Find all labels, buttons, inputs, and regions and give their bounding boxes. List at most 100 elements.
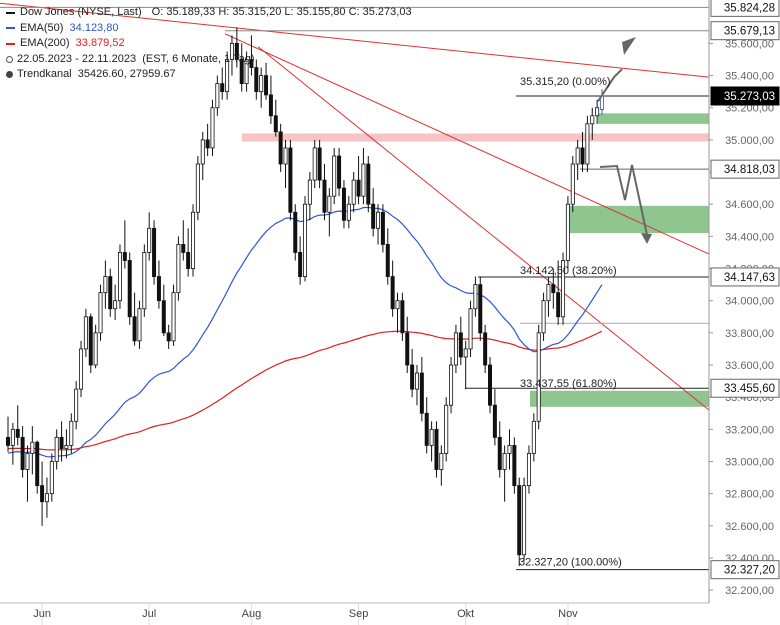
- candle-down: [205, 139, 210, 149]
- price-label-box: [710, 159, 780, 179]
- ema200-swatch: [6, 42, 15, 45]
- x-tick-label: Nov: [558, 608, 578, 620]
- y-tick-label: 32.200,00: [725, 585, 774, 597]
- y-tick-label: 32.600,00: [725, 521, 774, 533]
- candle-down: [6, 436, 11, 446]
- candle-up: [449, 364, 454, 406]
- trend-lines: [0, 2, 710, 411]
- clock-icon: [6, 55, 13, 63]
- candle-up: [395, 300, 400, 310]
- candle-up: [142, 252, 147, 310]
- candle-down: [478, 284, 483, 334]
- candle-up: [453, 332, 458, 366]
- legend-row-ema200: EMA(200) 33.879,52: [6, 36, 412, 52]
- candle-down: [380, 211, 385, 245]
- candle-down: [419, 372, 424, 414]
- candle-up: [531, 420, 536, 454]
- y-tick-label: 35.400,00: [725, 71, 774, 83]
- y-tick-label: 33.000,00: [725, 456, 774, 468]
- candle-up: [307, 179, 312, 205]
- candle-up: [229, 43, 234, 60]
- candle-up: [191, 211, 196, 269]
- candle-up: [98, 292, 103, 334]
- candle-down: [239, 59, 244, 85]
- y-tick-label: 34.400,00: [725, 231, 774, 243]
- zones: [242, 113, 709, 407]
- candle-down: [390, 276, 395, 310]
- price-label-text: 33.455,60: [724, 383, 775, 395]
- range-info: (EST, 6 Monate, 1 Tag): [142, 52, 255, 65]
- candle-up: [507, 445, 512, 454]
- candle-down: [424, 412, 429, 446]
- trendline-steep: [257, 46, 710, 411]
- x-tick-label: Jul: [142, 608, 156, 620]
- ema200-path: [7, 330, 603, 451]
- support-zone-upper: [598, 113, 709, 124]
- candle-down: [556, 292, 561, 318]
- candle-up: [302, 203, 307, 277]
- candle-up: [595, 107, 600, 117]
- candle-down: [517, 485, 522, 556]
- legend-row-range: 22.05.2023 - 22.11.2023 (EST, 6 Monate, …: [6, 52, 412, 68]
- candle-down: [293, 211, 298, 253]
- price-label-text: 35.273,03: [724, 91, 775, 103]
- y-tick-label: 33.800,00: [725, 328, 774, 340]
- date-range: 22.05.2023 - 22.11.2023: [17, 52, 137, 65]
- instrument-swatch: [6, 11, 15, 14]
- candle-up: [225, 59, 230, 93]
- candle-down: [35, 441, 40, 487]
- candle-down: [551, 284, 556, 294]
- x-tick-label: Sep: [349, 608, 369, 620]
- price-label-text: 32.327,20: [724, 565, 775, 577]
- candle-down: [458, 332, 463, 358]
- ema200-value: 33.879,52: [75, 37, 125, 49]
- candle-down: [268, 94, 273, 117]
- candle-up: [312, 147, 317, 181]
- candle-up: [259, 75, 264, 93]
- candle-up: [113, 300, 118, 310]
- fib-label: 35.315,20 (0.00%): [520, 76, 611, 88]
- candle-up: [439, 453, 444, 470]
- candle-down: [512, 445, 517, 487]
- candle-down: [341, 187, 346, 221]
- candle-up: [283, 147, 288, 165]
- candle-down: [483, 332, 488, 366]
- candle-up: [429, 428, 434, 446]
- candle-up: [244, 59, 249, 85]
- candle-down: [161, 300, 166, 334]
- candle-up: [541, 300, 546, 334]
- candle-up: [444, 404, 449, 454]
- price-label-box: [710, 0, 780, 17]
- candle-down: [434, 428, 439, 470]
- projection-arrows: [597, 37, 652, 244]
- candle-up: [526, 453, 531, 487]
- candle-down: [497, 436, 502, 470]
- candle-down: [122, 252, 127, 261]
- candle-up: [414, 372, 419, 390]
- trendline-long: [224, 33, 710, 255]
- candle-down: [580, 147, 585, 165]
- candle-down: [410, 364, 415, 390]
- support-zone-middle: [569, 205, 709, 234]
- ema50-swatch: [6, 27, 15, 30]
- candle-down: [152, 227, 157, 277]
- candle-down: [234, 43, 239, 60]
- fib-labels: 35.315,20 (0.00%) 34.142,50 (38.20%) 33.43…: [519, 76, 622, 568]
- candle-down: [405, 332, 410, 366]
- candle-down: [181, 244, 186, 253]
- channel-icon: [6, 71, 13, 79]
- x-tick-label: Okt: [457, 608, 474, 620]
- candle-up: [215, 83, 220, 109]
- price-label-box: [710, 560, 780, 580]
- candle-up: [93, 332, 98, 366]
- candle-down: [40, 485, 45, 503]
- candle-up: [74, 388, 79, 422]
- candle-down: [337, 155, 342, 189]
- candle-down: [15, 428, 20, 438]
- x-tick-label: Jun: [33, 608, 51, 620]
- candle-up: [25, 453, 30, 470]
- candle-down: [132, 316, 137, 342]
- candle-down: [278, 131, 283, 165]
- candle-up: [103, 276, 108, 294]
- projection-up-path: [597, 68, 623, 102]
